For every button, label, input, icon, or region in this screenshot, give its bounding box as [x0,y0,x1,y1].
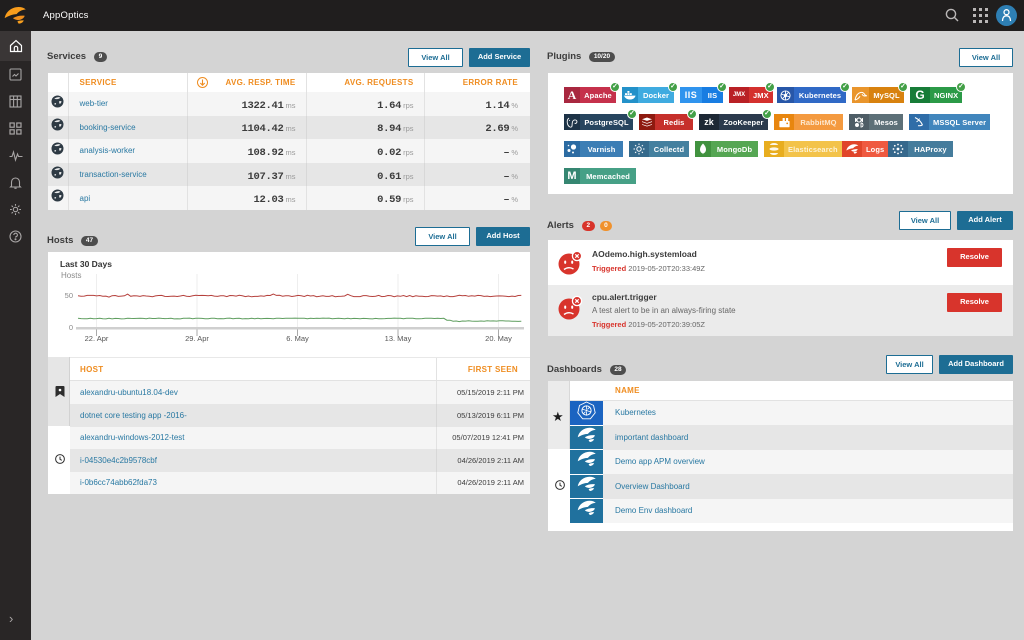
svg-text:50: 50 [65,291,73,300]
svg-text:Last 30 Days: Last 30 Days [60,259,112,269]
svg-text:0: 0 [69,323,73,332]
svg-text:20. May: 20. May [485,334,512,343]
svg-text:6. May: 6. May [286,334,309,343]
svg-text:Hosts: Hosts [61,271,81,280]
svg-text:22. Apr: 22. Apr [85,334,109,343]
svg-text:13. May: 13. May [385,334,412,343]
svg-text:29. Apr: 29. Apr [185,334,209,343]
